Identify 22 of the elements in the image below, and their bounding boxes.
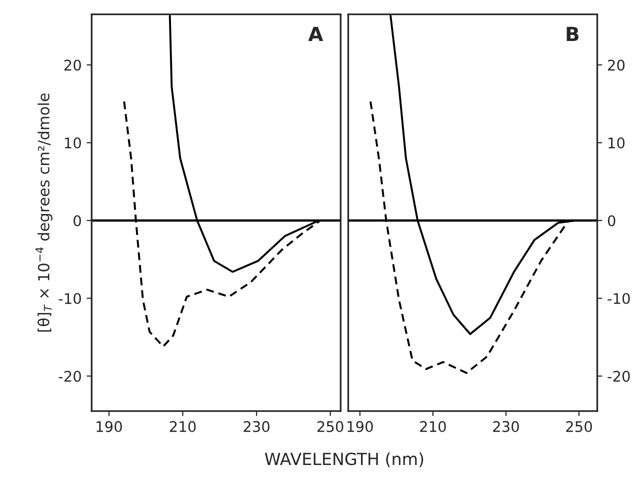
y-axis-title: [θ]$_{T}$ × 10$^{−4}$ degrees cm²/dmole: [36, 93, 52, 332]
x-axis-title: WAVELENGTH (nm): [264, 452, 424, 468]
y-tick-label: -20: [58, 370, 81, 382]
x-tick-label: 230: [244, 421, 270, 432]
x-tick-label: 210: [170, 421, 196, 432]
x-tick-label: 190: [96, 421, 122, 432]
x-tick-label: 190: [348, 421, 373, 432]
y-tick-label: 0: [74, 215, 81, 226]
y-tick-label: -10: [58, 293, 81, 304]
x-tick-label: 210: [420, 421, 446, 432]
y-tick-label: 10: [608, 137, 625, 148]
x-tick-label: 250: [317, 421, 344, 432]
y-tick-label: 20: [64, 60, 81, 71]
y-tick-label: -10: [608, 293, 630, 304]
x-tick-label: 250: [566, 421, 592, 432]
text: A: [308, 26, 324, 42]
y-tick-label: -20: [608, 370, 630, 382]
y-tick-label: 0: [608, 215, 616, 226]
y-tick-label: 10: [64, 137, 81, 148]
text: B: [566, 26, 578, 42]
x-tick-label: 230: [493, 421, 519, 432]
y-tick-label: 20: [608, 60, 625, 71]
